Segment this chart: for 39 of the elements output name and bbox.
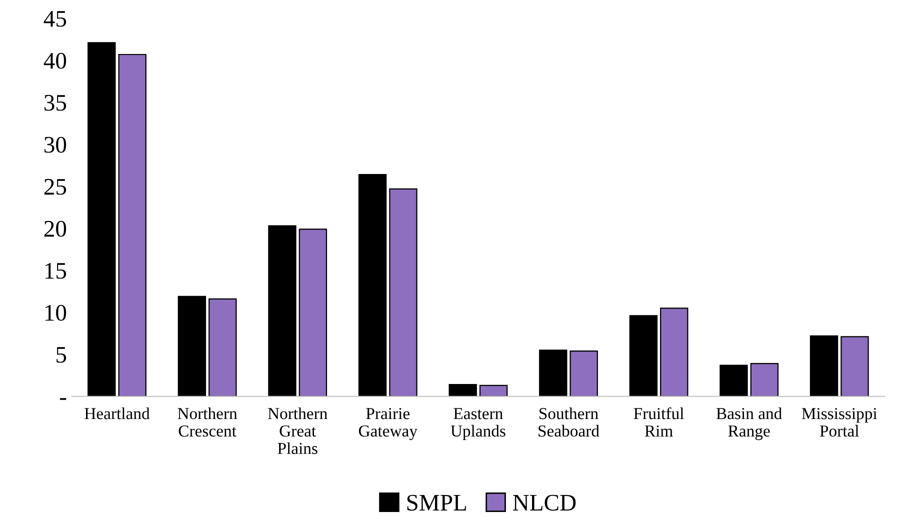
y-tick-label: 30 [44,136,66,153]
bar [840,336,869,396]
y-tick-label: 5 [56,347,66,363]
x-tick-label: Basin and Range [716,407,782,440]
bar [88,42,116,396]
y-tick-label: 35 [44,94,66,111]
bar [208,298,237,396]
x-tick-label: Prairie Gateway [358,408,418,440]
bar [118,54,146,396]
bar [298,228,328,396]
x-tick-label: Northern Great Plains [268,407,328,454]
bar [660,308,688,396]
bar [750,363,779,396]
x-tick-label: Heartland [84,407,150,420]
legend-label: NLCD [512,494,576,511]
x-tick-label: Southern Seaboard [538,407,600,437]
bar [178,296,206,396]
bar [448,384,477,396]
y-tick-label: 20 [44,220,66,237]
y-tick-label: - [60,398,66,400]
x-tick-label: Northern Crescent [178,407,238,437]
y-tick-label: 25 [44,178,66,195]
bar [389,188,418,396]
y-tick-label: 45 [44,11,66,27]
bar [629,315,658,396]
x-tick-label: Eastern Uplands [450,408,506,440]
bar [720,364,748,396]
bar [479,384,508,396]
y-tick-label: 10 [45,304,66,321]
x-tick-label: Mississippi Portal [802,408,878,437]
legend-label: SMPL [407,494,466,511]
y-tick-label: 40 [44,52,66,69]
bar [268,225,296,396]
bar [539,350,568,396]
bar [358,174,387,396]
x-tick-label: Fruitful Rim [634,407,684,436]
bar [810,335,838,396]
bar [570,350,598,396]
y-tick-label: 15 [45,262,66,279]
